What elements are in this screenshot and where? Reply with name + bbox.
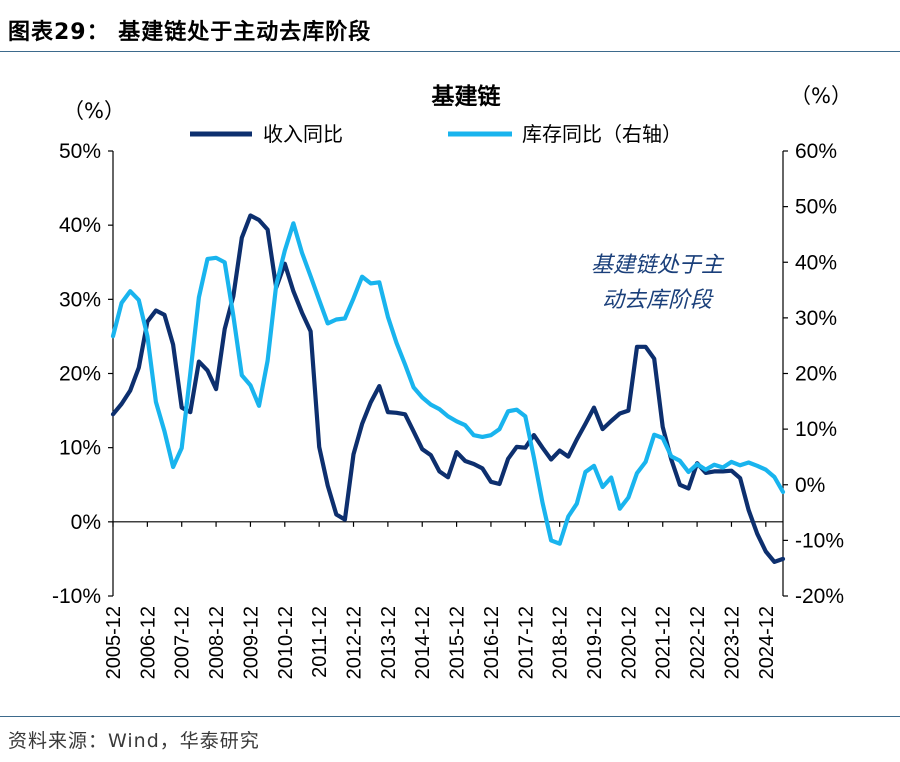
x-tick-label: 2016-12 xyxy=(481,606,503,679)
x-tick-label: 2011-12 xyxy=(309,606,331,678)
figure-label: 图表29： xyxy=(8,20,110,45)
x-tick-label: 2020-12 xyxy=(618,606,640,679)
right-tick-label: -10% xyxy=(795,529,844,552)
figure-caption: 基建链处于主动去库阶段 xyxy=(118,20,372,45)
left-tick-label: 40% xyxy=(59,214,101,237)
x-tick-label: 2009-12 xyxy=(240,606,262,679)
x-tick-label: 2015-12 xyxy=(447,606,469,679)
left-tick-label: 50% xyxy=(59,140,101,163)
x-tick-label: 2008-12 xyxy=(206,606,228,679)
x-tick-label: 2013-12 xyxy=(378,606,400,679)
x-tick-label: 2019-12 xyxy=(584,606,606,679)
x-tick-label: 2023-12 xyxy=(721,606,743,679)
series-line-inventory-yoy xyxy=(110,221,786,546)
left-axis-unit: （%） xyxy=(63,99,125,123)
x-tick-label: 2010-12 xyxy=(275,606,297,679)
legend-label-inventory: 库存同比（右轴） xyxy=(522,122,682,146)
legend-label-revenue: 收入同比 xyxy=(263,122,343,146)
series-line-revenue-yoy xyxy=(110,213,786,565)
x-tick-label: 2017-12 xyxy=(515,606,537,679)
x-tick-label: 2021-12 xyxy=(653,606,675,679)
right-tick-label: 60% xyxy=(795,140,837,163)
chart-annotation-line: 基建链处于主 xyxy=(591,253,725,278)
left-tick-label: 30% xyxy=(59,288,101,311)
right-tick-label: 30% xyxy=(795,307,837,330)
right-tick-label: 40% xyxy=(795,251,837,274)
top-rule xyxy=(0,51,900,52)
right-tick-label: 20% xyxy=(795,363,837,386)
x-tick-label: 2006-12 xyxy=(137,606,159,679)
chart-area: 50% 40% 30% 20% 10% 0% -10% 60% 50% 40% 30% 20% 10% 0… xyxy=(52,83,852,679)
x-tick-label: 2012-12 xyxy=(344,606,366,679)
x-tick-label: 2007-12 xyxy=(172,606,194,679)
x-tick-label: 2014-12 xyxy=(412,606,434,679)
x-tick-label: 2022-12 xyxy=(687,606,709,679)
source-note: 资料来源：Wind，华泰研究 xyxy=(8,730,260,752)
left-tick-label: 0% xyxy=(71,511,101,534)
x-tick-label: 2024-12 xyxy=(756,606,778,679)
right-tick-label: 0% xyxy=(795,474,825,497)
right-tick-label: 10% xyxy=(795,418,837,441)
left-tick-label: -10% xyxy=(52,585,101,608)
bottom-rule xyxy=(0,716,900,717)
figure-title: 图表29： 基建链处于主动去库阶段 xyxy=(8,14,371,46)
chart-annotation-line: 动去库阶段 xyxy=(602,288,714,313)
left-tick-label: 20% xyxy=(59,363,101,386)
x-tick-label: 2005-12 xyxy=(103,606,125,679)
right-tick-label: 50% xyxy=(795,196,837,219)
left-tick-label: 10% xyxy=(59,437,101,460)
right-tick-label: -20% xyxy=(795,585,844,608)
x-tick-label: 2018-12 xyxy=(550,606,572,679)
chart-title: 基建链 xyxy=(432,83,501,110)
right-axis-unit: （%） xyxy=(790,84,852,108)
